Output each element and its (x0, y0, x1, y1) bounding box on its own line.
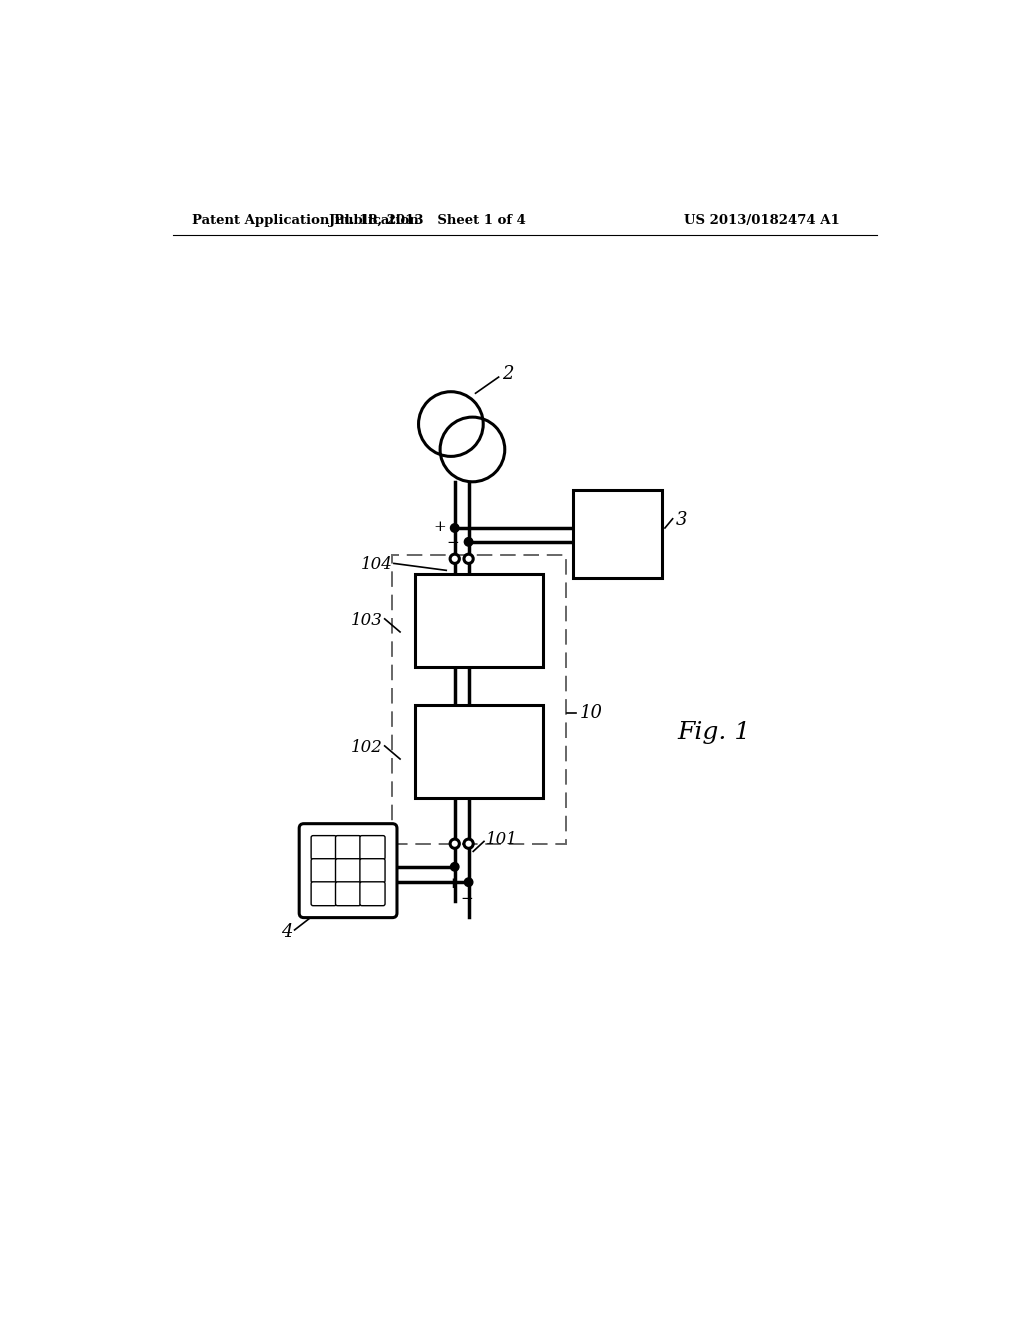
Circle shape (451, 524, 459, 532)
Text: 3: 3 (676, 511, 687, 529)
Circle shape (464, 537, 473, 546)
Text: −: − (461, 892, 473, 906)
Bar (416, 705, 543, 797)
Text: 104: 104 (360, 557, 392, 573)
Text: Fig. 1: Fig. 1 (677, 721, 751, 743)
Text: 10: 10 (580, 704, 602, 722)
FancyBboxPatch shape (299, 824, 397, 917)
Circle shape (451, 840, 460, 849)
Bar (392, 554, 565, 843)
FancyBboxPatch shape (336, 859, 360, 883)
FancyBboxPatch shape (311, 836, 336, 859)
FancyBboxPatch shape (311, 859, 336, 883)
Circle shape (451, 862, 459, 871)
Text: 103: 103 (351, 612, 383, 628)
FancyBboxPatch shape (359, 882, 385, 906)
Text: Jul. 18, 2013   Sheet 1 of 4: Jul. 18, 2013 Sheet 1 of 4 (329, 214, 525, 227)
Circle shape (464, 554, 473, 564)
Circle shape (451, 554, 460, 564)
Text: 102: 102 (351, 739, 383, 756)
Text: Patent Application Publication: Patent Application Publication (193, 214, 419, 227)
Text: −: − (446, 536, 460, 549)
Text: 2: 2 (502, 366, 513, 383)
Text: 4: 4 (281, 923, 292, 941)
FancyBboxPatch shape (336, 882, 360, 906)
Text: +: + (446, 876, 460, 891)
FancyBboxPatch shape (359, 836, 385, 859)
Text: +: + (433, 520, 445, 535)
Circle shape (464, 878, 473, 887)
Bar (416, 574, 543, 667)
Bar (573, 490, 662, 578)
FancyBboxPatch shape (359, 859, 385, 883)
Circle shape (464, 840, 473, 849)
Text: 101: 101 (485, 832, 517, 849)
FancyBboxPatch shape (311, 882, 336, 906)
FancyBboxPatch shape (336, 836, 360, 859)
Text: US 2013/0182474 A1: US 2013/0182474 A1 (684, 214, 840, 227)
